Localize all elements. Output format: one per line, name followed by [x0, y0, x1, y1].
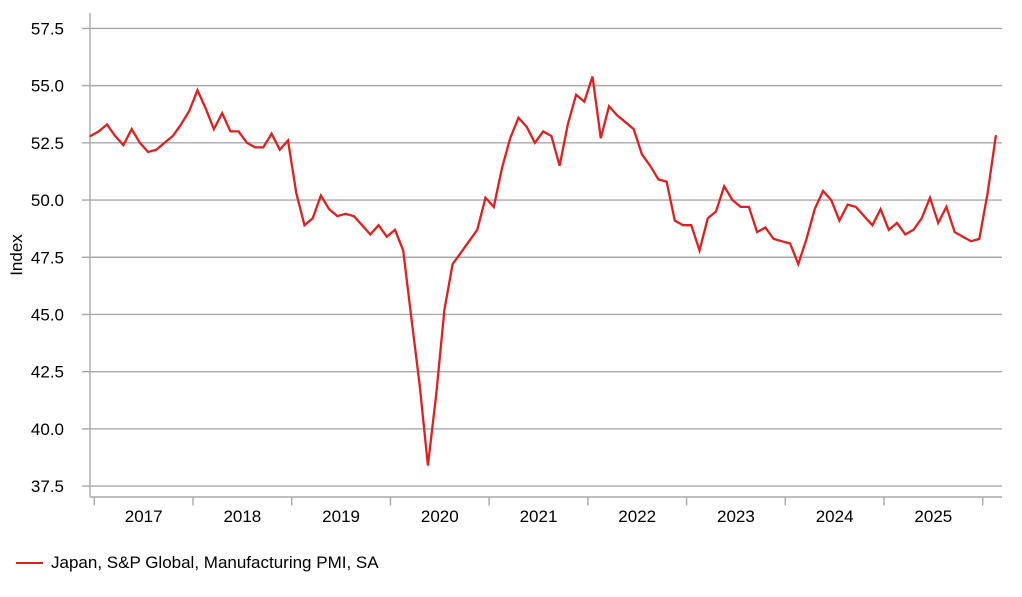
y-tick-label: 45.0: [31, 305, 64, 324]
x-tick-label: 2020: [421, 507, 459, 526]
x-tick-label: 2018: [223, 507, 261, 526]
x-tick-label: 2019: [322, 507, 360, 526]
x-tick-label: 2025: [914, 507, 952, 526]
y-tick-label: 57.5: [31, 19, 64, 38]
gridlines: [90, 27, 1002, 487]
pmi-line-series: [89, 76, 997, 466]
y-tick-label: 42.5: [31, 363, 64, 382]
axis-ticks: [82, 27, 984, 506]
x-tick-label: 2022: [618, 507, 656, 526]
axis-tick-labels: 57.5 55.0 52.5 50.0 47.5 45.0 42.5 40.0 37.5 2017…: [31, 19, 952, 526]
y-axis-title: Index: [7, 234, 26, 276]
y-tick-label: 40.0: [31, 420, 64, 439]
y-tick-label: 55.0: [31, 77, 64, 96]
legend-label: Japan, S&P Global, Manufacturing PMI, SA: [51, 553, 379, 572]
legend-line-marker: [16, 562, 43, 564]
x-tick-label: 2017: [125, 507, 163, 526]
y-tick-label: 47.5: [31, 248, 64, 267]
x-tick-label: 2021: [520, 507, 558, 526]
legend: Japan, S&P Global, Manufacturing PMI, SA: [16, 553, 379, 573]
y-tick-label: 52.5: [31, 134, 64, 153]
x-tick-label: 2024: [816, 507, 854, 526]
y-tick-label: 37.5: [31, 477, 64, 496]
y-tick-label: 50.0: [31, 191, 64, 210]
x-tick-label: 2023: [717, 507, 755, 526]
